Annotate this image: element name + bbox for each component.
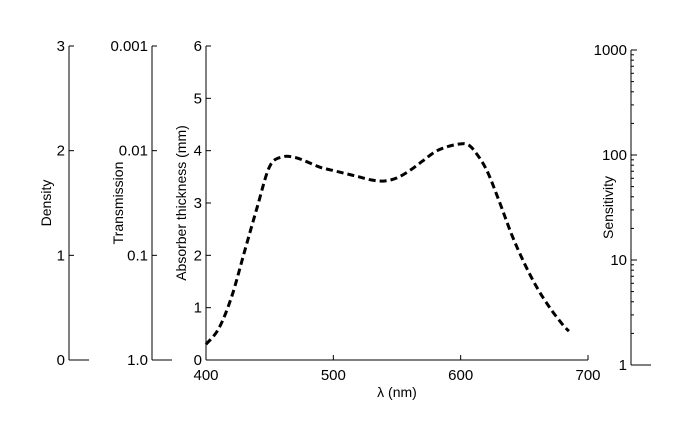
main-y-tick-label: 4 bbox=[194, 143, 202, 160]
x-axis: 400 500 600 700 λ (nm) bbox=[193, 355, 601, 400]
transmission-tick-label: 0.001 bbox=[110, 38, 148, 55]
sensitivity-axis-title: Sensitivity bbox=[600, 176, 616, 239]
density-tick-label: 3 bbox=[57, 38, 65, 55]
density-tick-label: 0 bbox=[57, 352, 65, 369]
main-plot: 0 1 2 3 4 5 6 Absorber thickness (mm) bbox=[173, 38, 211, 369]
main-y-tick-label: 5 bbox=[194, 90, 202, 107]
main-y-tick-label: 6 bbox=[194, 38, 202, 55]
main-y-tick-label: 3 bbox=[194, 195, 202, 212]
transmission-tick-label: 0.1 bbox=[127, 247, 148, 264]
main-y-tick-label: 0 bbox=[194, 352, 202, 369]
transmission-axis-title: Transmission bbox=[110, 162, 126, 245]
x-tick-label: 600 bbox=[448, 367, 473, 384]
density-tick-label: 2 bbox=[57, 143, 65, 160]
x-axis-title: λ (nm) bbox=[377, 384, 417, 400]
density-axis-title: Density bbox=[38, 180, 54, 227]
data-series bbox=[204, 142, 570, 346]
density-axis: 0 1 2 3 Density bbox=[38, 38, 89, 369]
main-y-axis-title: Absorber thickness (mm) bbox=[173, 125, 189, 281]
transmission-axis: 1.0 0.1 0.01 0.001 Transmission bbox=[110, 38, 172, 369]
absorber-thickness-curve bbox=[204, 142, 570, 346]
sensitivity-tick-label: 10 bbox=[610, 252, 627, 269]
x-tick-label: 400 bbox=[193, 367, 218, 384]
transmission-tick-label: 1.0 bbox=[127, 352, 148, 369]
sensitivity-tick-label: 1 bbox=[619, 357, 627, 374]
sensitivity-axis: 1 10 100 1000 Sensitivity bbox=[594, 42, 651, 374]
main-y-tick-label: 2 bbox=[194, 247, 202, 264]
sensitivity-tick-label: 100 bbox=[602, 147, 627, 164]
x-tick-label: 700 bbox=[575, 367, 600, 384]
transmission-tick-label: 0.01 bbox=[119, 143, 148, 160]
sensitivity-tick-label: 1000 bbox=[594, 42, 627, 59]
density-tick-label: 1 bbox=[57, 247, 65, 264]
main-y-tick-label: 1 bbox=[194, 300, 202, 317]
x-tick-label: 500 bbox=[321, 367, 346, 384]
